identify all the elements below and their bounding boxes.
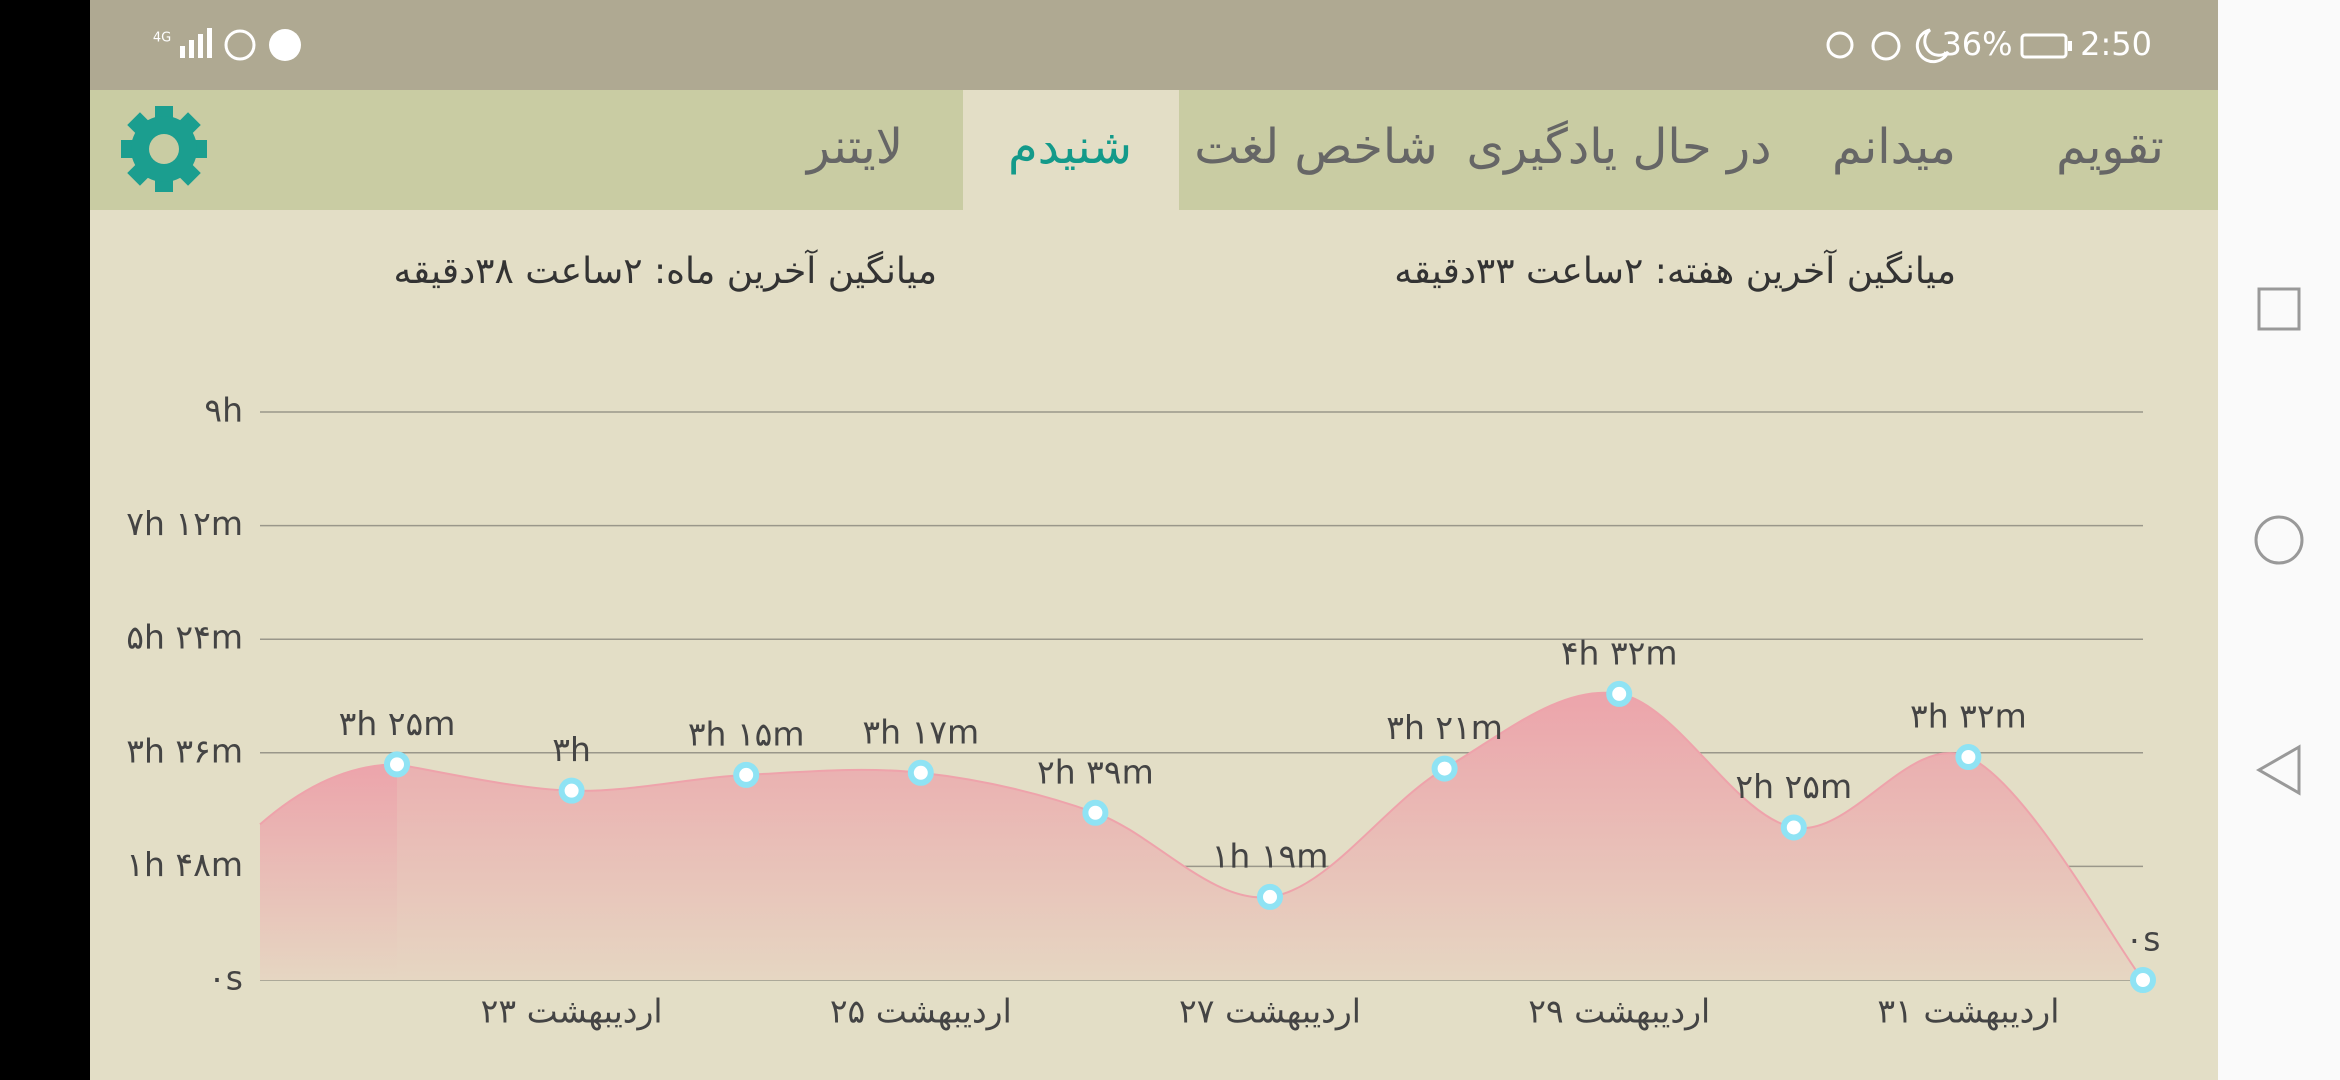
- point: [1431, 755, 1458, 782]
- x-tick-label: ۳۱ اردیبهشت: [1877, 992, 2059, 1031]
- x-tick-label: ۲۵ اردیبهشت: [830, 992, 1012, 1031]
- tab[interactable]: شنیدم: [1008, 119, 1132, 175]
- nav-bar: [2218, 0, 2340, 1080]
- y-tick-label: ۷h ۱۲m: [126, 504, 243, 543]
- value-label: ۳h ۲۱m: [1386, 708, 1503, 747]
- x-tick-label: ۲۳ اردیبهشت: [481, 992, 663, 1031]
- status-bar: [90, 0, 2218, 90]
- x-tick-label: ۲۹ اردیبهشت: [1528, 992, 1710, 1031]
- line: [259, 763, 398, 826]
- y-tick-label: ۰s: [208, 959, 243, 998]
- active-tab-bg[interactable]: [963, 90, 1179, 210]
- left-bezel: [0, 0, 90, 1080]
- area-lead: [260, 764, 397, 980]
- svg-text:4G: 4G: [153, 31, 171, 46]
- recent-button[interactable]: [2257, 287, 2301, 331]
- tab[interactable]: تقویم: [2056, 119, 2164, 175]
- y-tick-label: ۹h: [204, 391, 243, 430]
- point: [1780, 814, 1807, 841]
- value-label: ۳h ۲۵m: [339, 704, 456, 743]
- tab[interactable]: لایتنر: [805, 119, 903, 175]
- point: [1955, 744, 1982, 771]
- tab[interactable]: شاخص لغت: [1194, 119, 1438, 175]
- tab[interactable]: در حال یادگیری: [1467, 119, 1772, 175]
- value-label: ۳h: [552, 730, 591, 769]
- chart: ۰s ۱h ۴۸m ۳h ۳۶m ۵h ۲۴m ۷h ۱۲m ۹h ۳h ۲۵m ۳h ۲۳ ا…: [126, 391, 2160, 1031]
- point: [1082, 799, 1109, 826]
- point: [1257, 883, 1283, 910]
- point: [384, 751, 410, 778]
- line: [396, 691, 2144, 981]
- area: [397, 692, 2143, 980]
- home-button[interactable]: [2254, 515, 2304, 565]
- point: [907, 759, 934, 786]
- status-icons: 4G: [153, 28, 2072, 64]
- settings-button[interactable]: [121, 106, 207, 192]
- value-label: ۴h ۳۲m: [1561, 633, 1678, 672]
- y-tick-label: ۳h ۳۶m: [126, 731, 243, 770]
- back-button[interactable]: [2255, 744, 2301, 796]
- point: [733, 761, 760, 788]
- value-label: ۳h ۳۲m: [1910, 697, 2027, 736]
- value-label: ۲h ۲۵m: [1735, 767, 1852, 806]
- battery-text: 36%: [1941, 25, 2012, 63]
- tab[interactable]: میدانم: [1832, 119, 1956, 175]
- value-label: ۳h ۱۵m: [688, 714, 805, 753]
- y-tick-label: ۵h ۲۴m: [126, 618, 243, 657]
- clock: 2:50: [2080, 25, 2152, 63]
- point: [1606, 680, 1633, 707]
- week-average: میانگین آخرین هفته: ۲ساعت ۳۳دقیقه: [1394, 248, 1956, 292]
- value-label: ۰s: [2126, 920, 2161, 959]
- point: [2130, 967, 2156, 993]
- y-tick-label: ۱h ۴۸m: [126, 845, 243, 884]
- month-average: میانگین آخرین ماه: ۲ساعت ۳۸دقیقه: [394, 248, 937, 292]
- x-tick-label: ۲۷ اردیبهشت: [1179, 992, 1361, 1031]
- value-label: ۲h ۳۹m: [1037, 752, 1154, 791]
- value-label: ۱h ۱۹m: [1212, 836, 1329, 875]
- point: [558, 777, 585, 804]
- value-label: ۳h ۱۷m: [862, 712, 979, 751]
